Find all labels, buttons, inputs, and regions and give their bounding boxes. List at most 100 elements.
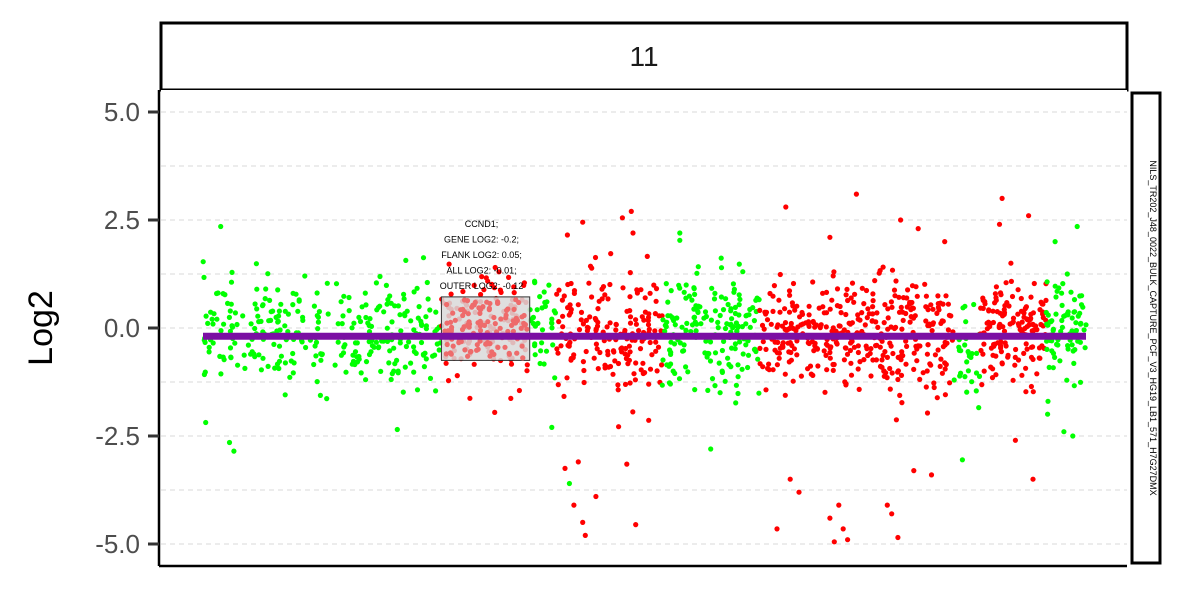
data-point — [864, 315, 870, 321]
data-point — [693, 328, 699, 334]
data-point — [599, 296, 605, 302]
data-point — [794, 303, 800, 309]
data-point — [202, 339, 208, 345]
data-point — [997, 321, 1003, 327]
data-point — [845, 297, 851, 304]
data-point — [843, 345, 849, 351]
data-point — [640, 360, 646, 366]
data-point — [747, 324, 753, 330]
data-point — [564, 232, 571, 238]
data-point — [363, 377, 369, 383]
outlier-point — [624, 461, 630, 467]
data-point — [924, 368, 930, 374]
data-point — [973, 388, 979, 394]
data-point — [532, 322, 538, 328]
data-point — [934, 395, 940, 401]
data-point — [753, 348, 759, 355]
data-point — [939, 318, 945, 324]
data-point — [532, 352, 538, 358]
data-point — [935, 304, 942, 310]
data-point — [812, 324, 818, 330]
outlier-point — [580, 519, 586, 526]
data-point — [384, 325, 390, 331]
data-point — [1043, 317, 1049, 323]
data-point — [580, 321, 587, 327]
data-point — [777, 271, 783, 278]
data-point — [595, 366, 601, 372]
data-point — [420, 351, 426, 357]
data-point — [258, 367, 264, 373]
data-point — [780, 344, 786, 350]
data-point — [1052, 354, 1058, 360]
data-point — [1065, 312, 1071, 318]
data-point — [805, 340, 811, 346]
data-point — [782, 320, 789, 326]
data-point — [829, 297, 835, 303]
outlier-point — [895, 534, 901, 541]
outlier-point — [1026, 213, 1032, 219]
data-point — [375, 345, 381, 351]
data-point — [220, 354, 226, 360]
gene-point — [456, 340, 462, 346]
data-point — [725, 355, 731, 361]
outlier-point — [942, 239, 948, 245]
data-point — [401, 291, 407, 297]
data-point — [1064, 271, 1070, 277]
data-point — [798, 322, 804, 328]
data-point — [411, 369, 417, 375]
data-point — [935, 293, 941, 299]
data-point — [729, 316, 735, 322]
data-point — [884, 354, 891, 360]
data-point — [1072, 347, 1078, 353]
data-point — [615, 360, 622, 367]
data-point — [740, 269, 746, 275]
data-point — [708, 317, 715, 323]
data-point — [290, 370, 296, 376]
data-point — [295, 308, 301, 314]
data-point — [365, 320, 371, 326]
y-tick-label: -5.0 — [95, 529, 140, 559]
data-point — [521, 280, 528, 286]
data-point — [712, 383, 718, 389]
data-point — [378, 368, 384, 374]
data-point — [631, 371, 637, 377]
gene-point — [464, 298, 471, 304]
data-point — [732, 304, 739, 310]
data-point — [1043, 309, 1049, 316]
data-point — [287, 374, 293, 380]
data-point — [895, 369, 901, 375]
data-point — [492, 409, 498, 415]
outlier-point — [226, 439, 233, 446]
data-point — [368, 349, 374, 355]
data-point — [592, 254, 599, 261]
data-point — [414, 387, 421, 393]
data-point — [613, 327, 619, 333]
data-point — [255, 313, 261, 319]
data-point — [411, 327, 417, 333]
data-point — [994, 309, 1000, 315]
data-point — [313, 353, 319, 359]
data-point — [712, 290, 718, 296]
data-point — [823, 341, 830, 347]
data-point — [627, 294, 633, 300]
gene-point — [491, 314, 497, 321]
data-point — [874, 310, 880, 316]
data-point — [433, 309, 439, 315]
data-point — [668, 351, 674, 357]
data-point — [218, 371, 224, 377]
data-point — [511, 284, 517, 290]
data-point — [877, 268, 883, 274]
data-point — [565, 281, 571, 288]
outlier-point — [708, 446, 714, 452]
data-point — [554, 291, 560, 297]
data-point — [911, 350, 917, 356]
data-point — [395, 370, 401, 376]
data-point — [766, 367, 772, 373]
data-point — [782, 392, 788, 398]
data-point — [1015, 287, 1021, 293]
data-point — [485, 278, 491, 284]
data-point — [721, 338, 727, 344]
data-point — [225, 300, 231, 306]
data-point — [645, 322, 652, 328]
data-point — [750, 305, 756, 311]
